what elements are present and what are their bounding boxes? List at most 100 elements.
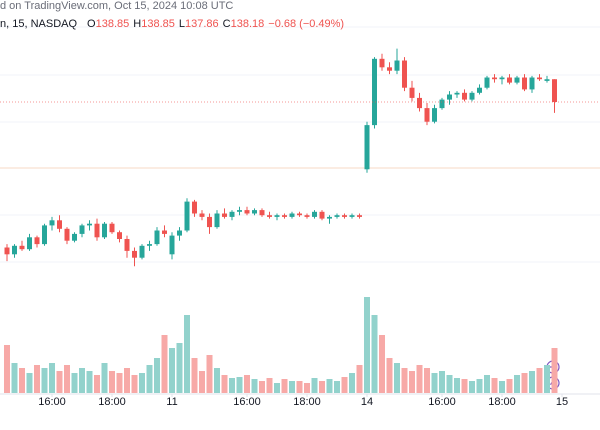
candle-body [394,60,400,71]
volume-bar [191,358,198,393]
candle-body [244,210,250,214]
candle-body [267,215,272,217]
candle-body [469,92,475,100]
volume-bar [454,378,460,393]
volume-bar [199,371,205,393]
x-tick-label: 16:00 [233,396,261,408]
ohlc-label: O [87,18,96,30]
volume-bar [169,348,175,393]
volume-bar [499,381,505,393]
candle-body [364,125,370,170]
volume-bar [41,368,48,393]
volume-bar [206,355,213,393]
candle-body [147,244,152,246]
volume-bar [64,365,70,393]
candle-body [34,237,40,245]
volume-bar [161,335,168,393]
candle-body [529,77,535,90]
candle-body [484,77,490,88]
volume-bar [506,379,513,393]
candle-body [492,77,497,80]
volume-bar [154,358,160,393]
candle-body [372,58,377,126]
candle-body [87,223,92,226]
volume-bar [101,363,108,393]
candle-body [177,230,182,236]
volume-bar [281,379,288,393]
candle-body [132,250,137,258]
volume-bar [94,375,100,393]
candle-body [424,108,430,122]
candle-body [222,213,227,217]
candle-body [49,220,55,226]
volume-bar [79,368,85,393]
volume-bar [484,375,490,393]
ohlc-value: 138.85 [141,18,175,30]
volume-bar [529,371,535,393]
candle-body [289,213,295,217]
candle-body [319,211,325,219]
volume-bar [176,343,183,393]
candle-body [154,230,160,245]
candle-body [207,216,212,228]
volume-bar [416,365,423,393]
volume-bar [544,365,550,393]
candle-body [334,215,340,217]
volume-bar [341,377,348,393]
volume-bar [266,378,273,393]
candle-body [42,225,47,245]
candle-body [357,215,362,217]
volume-bar [401,368,408,393]
ohlc-value: 137.86 [185,18,219,30]
volume-bar [26,373,33,393]
volume-bar [244,375,250,393]
candle-body [409,87,415,98]
volume-bar [334,381,340,393]
candle-body [499,77,505,80]
volume-bar [349,373,355,393]
volume-bar [131,375,138,393]
volume-bar [371,315,378,393]
candle-body [379,58,385,68]
volume-bar [236,377,243,393]
candle-body [537,77,542,80]
volume-bar [394,363,400,393]
candle-body [109,223,115,233]
candle-body [27,237,32,250]
x-tick-label: 16:00 [38,396,66,408]
volume-bar [469,381,475,393]
volume-bar [446,375,453,393]
x-tick-label: 18:00 [98,396,126,408]
x-tick-label: 14 [361,396,373,408]
candle-body [507,77,512,83]
candle-body [4,247,10,255]
volume-bar [214,368,220,393]
volume-bar [34,365,40,393]
legend-line: n, 15, NASDAQ O138.85 H138.85 L137.86 C138.1… [0,18,344,30]
volume-bar [439,371,445,393]
volume-bar [311,378,318,393]
candle-body [454,92,460,95]
x-tick-label: 15 [556,396,568,408]
volume-bar [364,297,370,393]
candle-body [64,228,70,241]
volume-bar [116,373,123,393]
credit: d on TradingView.com, Oct 15, 2024 10:08… [0,0,233,12]
x-tick-label: 18:00 [488,396,516,408]
ohlc-label: C [223,18,231,30]
candle-body [387,67,392,71]
volume-bar [379,335,385,393]
volume-bar [356,365,363,393]
symbol: n, 15, NASDAQ [0,18,77,30]
volume-bars [4,297,558,393]
x-tick-label: 18:00 [293,396,321,408]
candle-body [124,239,130,251]
candle-body [342,215,347,217]
volume-bar [229,378,235,393]
candle-body [447,94,452,100]
candle-body [102,223,107,238]
candle-body [237,210,242,212]
volume-bar [536,368,543,393]
ohlc-value: 138.18 [231,18,265,30]
candle-body [297,213,302,216]
